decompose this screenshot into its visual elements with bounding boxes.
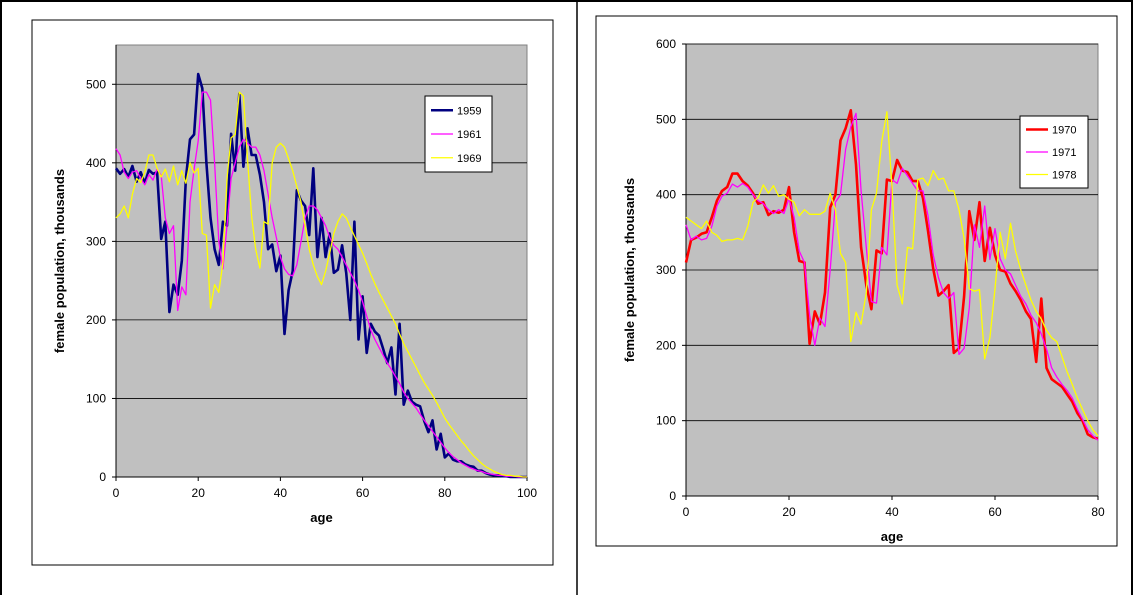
legend-label: 1959 bbox=[457, 105, 481, 117]
x-tick-label: 80 bbox=[1091, 505, 1105, 519]
x-tick-label: 100 bbox=[517, 486, 537, 500]
legend-label: 1970 bbox=[1052, 125, 1076, 137]
y-tick-label: 400 bbox=[656, 188, 676, 202]
x-tick-label: 80 bbox=[438, 486, 452, 500]
y-tick-label: 200 bbox=[656, 338, 676, 352]
legend-label: 1971 bbox=[1052, 147, 1076, 159]
series-line-1978 bbox=[685, 111, 1099, 437]
y-tick-label: 600 bbox=[656, 37, 676, 51]
y-axis-label: female population, thousands bbox=[622, 178, 637, 362]
y-tick-label: 400 bbox=[86, 156, 106, 170]
chart-right: 0 100 200 300 400 500 600 0 20 40 60 80 age female po… bbox=[595, 15, 1118, 547]
y-tick-label: 100 bbox=[86, 391, 106, 405]
chart-left: 0 100 200 300 400 500 0 20 40 60 80 100 age female po… bbox=[31, 19, 554, 566]
x-tick-label: 60 bbox=[988, 505, 1002, 519]
y-tick-label: 100 bbox=[656, 414, 676, 428]
legend-label: 1969 bbox=[457, 153, 481, 165]
legend bbox=[424, 95, 493, 173]
y-tick-label: 300 bbox=[656, 263, 676, 277]
x-tick-label: 40 bbox=[274, 486, 288, 500]
x-tick-label: 0 bbox=[113, 486, 120, 500]
x-tick-label: 20 bbox=[192, 486, 206, 500]
legend-label: 1978 bbox=[1052, 170, 1076, 182]
y-tick-label: 500 bbox=[86, 77, 106, 91]
y-tick-label: 500 bbox=[656, 112, 676, 126]
y-axis-label: female population, thousands bbox=[52, 169, 67, 353]
y-tick-label: 0 bbox=[669, 489, 676, 503]
series-line-1969 bbox=[115, 91, 527, 478]
legend-label: 1961 bbox=[457, 129, 481, 141]
x-tick-label: 20 bbox=[782, 505, 796, 519]
x-tick-label: 40 bbox=[885, 505, 899, 519]
x-axis-label: age bbox=[881, 529, 903, 544]
series-line-1961 bbox=[115, 91, 527, 478]
x-tick-label: 60 bbox=[356, 486, 370, 500]
y-tick-label: 200 bbox=[86, 313, 106, 327]
y-tick-label: 0 bbox=[99, 470, 106, 484]
x-tick-label: 0 bbox=[683, 505, 690, 519]
y-tick-label: 300 bbox=[86, 234, 106, 248]
x-axis-label: age bbox=[310, 510, 332, 525]
